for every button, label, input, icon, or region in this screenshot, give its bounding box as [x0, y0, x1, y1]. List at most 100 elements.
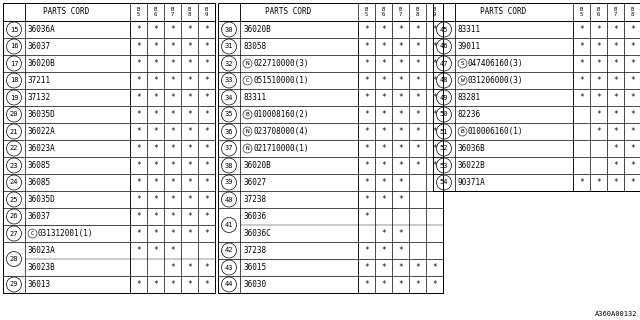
Text: PARTS CORD: PARTS CORD — [480, 7, 526, 17]
Text: 051510000(1): 051510000(1) — [253, 76, 308, 85]
Text: *: * — [415, 263, 420, 272]
Text: *: * — [153, 110, 158, 119]
Text: 29: 29 — [10, 282, 19, 287]
Text: 42: 42 — [225, 247, 233, 253]
Text: *: * — [153, 93, 158, 102]
Text: *: * — [170, 59, 175, 68]
Text: 19: 19 — [10, 94, 19, 100]
Text: *: * — [364, 144, 369, 153]
Text: *: * — [381, 144, 386, 153]
Text: 46: 46 — [440, 44, 448, 50]
Text: *: * — [170, 76, 175, 85]
Text: *: * — [187, 127, 192, 136]
Text: 39: 39 — [225, 180, 233, 186]
Text: *: * — [415, 42, 420, 51]
Text: *: * — [432, 93, 437, 102]
Text: *: * — [398, 110, 403, 119]
Text: *: * — [364, 246, 369, 255]
Text: *: * — [398, 144, 403, 153]
Text: 48: 48 — [440, 77, 448, 84]
Text: 36036C: 36036C — [243, 229, 271, 238]
Text: *: * — [364, 93, 369, 102]
Text: *: * — [204, 144, 209, 153]
Text: 31: 31 — [225, 44, 233, 50]
Text: *: * — [432, 42, 437, 51]
Text: *: * — [153, 127, 158, 136]
Text: *: * — [153, 25, 158, 34]
Text: *: * — [136, 178, 141, 187]
Text: *: * — [136, 212, 141, 221]
Text: *: * — [136, 195, 141, 204]
Text: *: * — [381, 246, 386, 255]
Text: *: * — [381, 178, 386, 187]
Text: 90371A: 90371A — [458, 178, 486, 187]
Text: 031312001(1): 031312001(1) — [38, 229, 93, 238]
Text: *: * — [187, 25, 192, 34]
Text: *: * — [596, 42, 601, 51]
Text: 83311: 83311 — [458, 25, 481, 34]
Text: *: * — [596, 59, 601, 68]
Text: *: * — [136, 144, 141, 153]
Bar — [3, 3, 215, 293]
Text: 23: 23 — [10, 163, 19, 169]
Text: 47: 47 — [440, 60, 448, 67]
Text: *: * — [579, 178, 584, 187]
Text: *: * — [204, 25, 209, 34]
Text: *: * — [153, 280, 158, 289]
Text: *: * — [187, 42, 192, 51]
Text: *: * — [204, 127, 209, 136]
Text: *: * — [136, 93, 141, 102]
Text: *: * — [364, 110, 369, 119]
Text: *: * — [364, 263, 369, 272]
Text: *: * — [398, 195, 403, 204]
Text: 36036: 36036 — [243, 212, 266, 221]
Text: *: * — [364, 178, 369, 187]
Text: *: * — [613, 178, 618, 187]
Text: *: * — [187, 263, 192, 272]
Text: *: * — [630, 110, 635, 119]
Text: *: * — [630, 144, 635, 153]
Text: *: * — [187, 76, 192, 85]
Text: *: * — [204, 93, 209, 102]
Text: *: * — [381, 93, 386, 102]
Text: *: * — [630, 42, 635, 51]
Text: *: * — [432, 76, 437, 85]
Text: *: * — [613, 144, 618, 153]
Text: 36035D: 36035D — [28, 110, 56, 119]
Text: B
5: B 5 — [580, 7, 583, 17]
Text: *: * — [579, 76, 584, 85]
Text: 83058: 83058 — [243, 42, 266, 51]
Text: *: * — [204, 263, 209, 272]
Text: *: * — [613, 25, 618, 34]
Text: *: * — [398, 161, 403, 170]
Text: 010006160(1): 010006160(1) — [468, 127, 524, 136]
Text: 83311: 83311 — [243, 93, 266, 102]
Text: *: * — [204, 59, 209, 68]
Text: *: * — [398, 280, 403, 289]
Text: *: * — [613, 76, 618, 85]
Text: N: N — [246, 146, 250, 151]
Text: 36023B: 36023B — [28, 263, 56, 272]
Text: *: * — [187, 178, 192, 187]
Text: 36023A: 36023A — [28, 144, 56, 153]
Text: *: * — [381, 110, 386, 119]
Text: *: * — [630, 59, 635, 68]
Text: N: N — [246, 129, 250, 134]
Text: 023708000(4): 023708000(4) — [253, 127, 308, 136]
Text: 36036B: 36036B — [458, 144, 486, 153]
Text: *: * — [204, 76, 209, 85]
Text: *: * — [204, 110, 209, 119]
Text: S: S — [461, 61, 465, 66]
Text: *: * — [579, 42, 584, 51]
Text: C: C — [31, 231, 35, 236]
Text: 54: 54 — [440, 180, 448, 186]
Text: 36015: 36015 — [243, 263, 266, 272]
Text: 28: 28 — [10, 256, 19, 262]
Text: *: * — [381, 161, 386, 170]
Text: *: * — [170, 229, 175, 238]
Text: *: * — [187, 161, 192, 170]
Text: *: * — [204, 229, 209, 238]
Text: *: * — [170, 246, 175, 255]
Text: *: * — [596, 110, 601, 119]
Text: 26: 26 — [10, 213, 19, 220]
